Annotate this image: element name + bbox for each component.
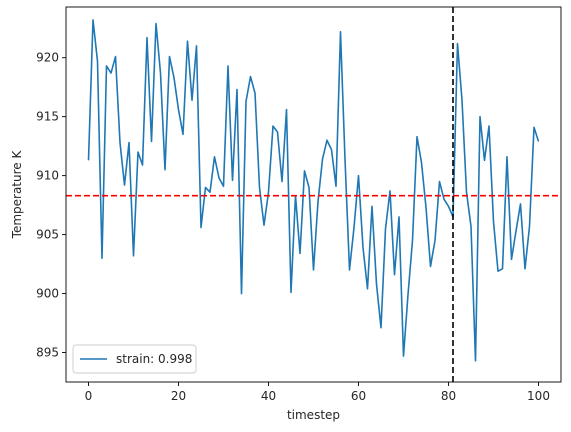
legend-label: strain: 0.998 <box>116 352 192 366</box>
axis-ticks: 0 20 40 60 80 100 895 900 905 910 915 920 <box>36 51 550 403</box>
y-axis-label: Temperature K <box>10 150 24 240</box>
plot-marks <box>66 7 561 382</box>
x-tick-label: 20 <box>171 389 186 403</box>
legend-box <box>72 344 197 374</box>
y-tick-label: 920 <box>36 51 59 65</box>
y-tick-label: 905 <box>36 228 59 242</box>
y-tick-label: 895 <box>36 346 59 360</box>
y-tick-label: 915 <box>36 110 59 124</box>
legend: strain: 0.998 <box>72 344 197 374</box>
x-tick-label: 100 <box>527 389 550 403</box>
plot-frame <box>65 6 562 383</box>
x-tick-label: 80 <box>441 389 456 403</box>
series-line-0 <box>87 19 540 362</box>
y-tick-label: 900 <box>36 287 59 301</box>
x-axis-label: timestep <box>287 408 340 422</box>
x-tick-label: 40 <box>261 389 276 403</box>
y-tick-label: 910 <box>36 169 59 183</box>
plot-area <box>66 7 561 382</box>
x-tick-label: 60 <box>351 389 366 403</box>
x-tick-label: 0 <box>85 389 93 403</box>
